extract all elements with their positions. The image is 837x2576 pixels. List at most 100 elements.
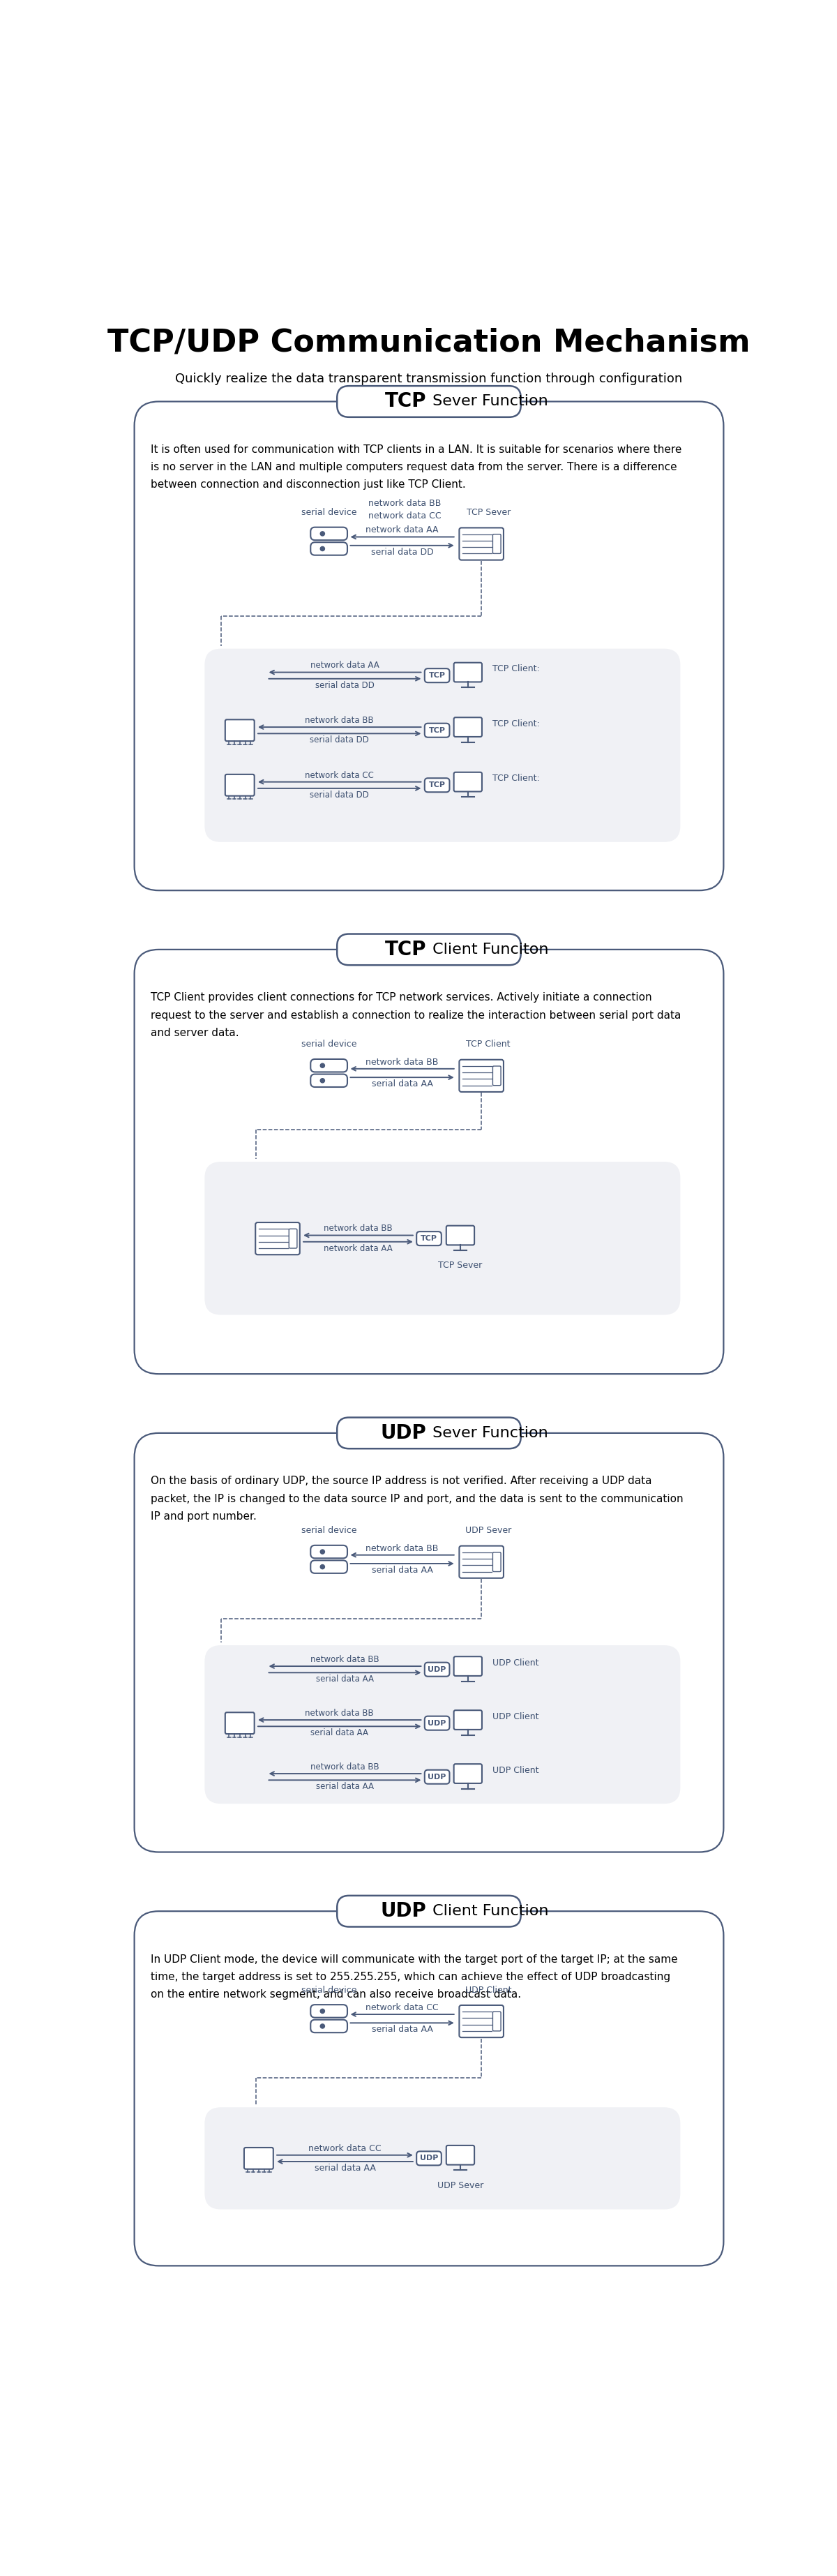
Text: TCP: TCP bbox=[429, 672, 445, 680]
FancyBboxPatch shape bbox=[493, 2012, 501, 2030]
Text: network data BB: network data BB bbox=[311, 1762, 379, 1772]
FancyBboxPatch shape bbox=[424, 1662, 449, 1677]
FancyBboxPatch shape bbox=[454, 719, 482, 737]
FancyBboxPatch shape bbox=[255, 1224, 300, 1255]
Circle shape bbox=[321, 531, 325, 536]
Text: TCP Sever: TCP Sever bbox=[466, 507, 511, 518]
FancyBboxPatch shape bbox=[493, 1553, 501, 1571]
Text: UDP Sever: UDP Sever bbox=[465, 1525, 511, 1535]
FancyBboxPatch shape bbox=[454, 1765, 482, 1783]
Text: UDP: UDP bbox=[420, 2156, 438, 2161]
FancyBboxPatch shape bbox=[424, 778, 449, 791]
Text: network data CC: network data CC bbox=[368, 513, 441, 520]
Text: TCP Client:: TCP Client: bbox=[492, 773, 540, 783]
Circle shape bbox=[321, 546, 325, 551]
Circle shape bbox=[321, 1564, 325, 1569]
Text: Sever Function: Sever Function bbox=[428, 1427, 548, 1440]
FancyBboxPatch shape bbox=[454, 662, 482, 683]
Text: serial data AA: serial data AA bbox=[372, 2025, 433, 2035]
Circle shape bbox=[321, 2025, 325, 2027]
FancyBboxPatch shape bbox=[337, 386, 521, 417]
Text: Quickly realize the data transparent transmission function through configuration: Quickly realize the data transparent tra… bbox=[175, 374, 683, 386]
FancyBboxPatch shape bbox=[460, 2004, 504, 2038]
FancyBboxPatch shape bbox=[204, 1162, 680, 1314]
Text: network data BB: network data BB bbox=[311, 1654, 379, 1664]
FancyBboxPatch shape bbox=[337, 1417, 521, 1448]
Text: serial data AA: serial data AA bbox=[316, 1783, 374, 1790]
Text: network data AA: network data AA bbox=[324, 1244, 393, 1252]
Text: serial data AA: serial data AA bbox=[316, 1674, 374, 1685]
Text: network data CC: network data CC bbox=[366, 2004, 439, 2012]
Circle shape bbox=[321, 1079, 325, 1082]
FancyBboxPatch shape bbox=[311, 528, 347, 541]
Text: serial data DD: serial data DD bbox=[310, 737, 369, 744]
FancyBboxPatch shape bbox=[311, 1561, 347, 1574]
Text: Client Funciton: Client Funciton bbox=[428, 943, 549, 956]
FancyBboxPatch shape bbox=[493, 1066, 501, 1084]
Text: UDP Client: UDP Client bbox=[492, 1659, 538, 1667]
Text: network data BB: network data BB bbox=[368, 500, 441, 507]
Text: TCP: TCP bbox=[421, 1234, 438, 1242]
Circle shape bbox=[321, 2009, 325, 2014]
Text: serial data DD: serial data DD bbox=[316, 680, 374, 690]
Text: serial data AA: serial data AA bbox=[372, 1566, 433, 1574]
Text: UDP: UDP bbox=[428, 1721, 446, 1726]
FancyBboxPatch shape bbox=[204, 649, 680, 842]
FancyBboxPatch shape bbox=[311, 544, 347, 556]
Text: TCP Client provides client connections for TCP network services. Actively initia: TCP Client provides client connections f… bbox=[151, 992, 681, 1038]
Text: serial device: serial device bbox=[301, 1041, 357, 1048]
FancyBboxPatch shape bbox=[454, 1710, 482, 1728]
Text: On the basis of ordinary UDP, the source IP address is not verified. After recei: On the basis of ordinary UDP, the source… bbox=[151, 1476, 683, 1522]
Text: Sever Function: Sever Function bbox=[428, 394, 548, 410]
FancyBboxPatch shape bbox=[424, 1716, 449, 1731]
FancyBboxPatch shape bbox=[244, 2148, 273, 2169]
FancyBboxPatch shape bbox=[225, 719, 254, 742]
Circle shape bbox=[321, 1551, 325, 1553]
Text: serial data AA: serial data AA bbox=[314, 2164, 376, 2172]
Text: network data CC: network data CC bbox=[305, 770, 374, 781]
Text: In UDP Client mode, the device will communicate with the target port of the targ: In UDP Client mode, the device will comm… bbox=[151, 1955, 678, 1999]
Text: serial data DD: serial data DD bbox=[371, 549, 434, 556]
Text: TCP: TCP bbox=[385, 392, 426, 412]
Text: network data CC: network data CC bbox=[308, 2143, 382, 2154]
Text: UDP: UDP bbox=[428, 1772, 446, 1780]
Text: UDP Client: UDP Client bbox=[492, 1765, 538, 1775]
Text: network data BB: network data BB bbox=[306, 716, 374, 724]
Text: UDP: UDP bbox=[380, 1425, 426, 1443]
FancyBboxPatch shape bbox=[225, 1713, 254, 1734]
FancyBboxPatch shape bbox=[204, 2107, 680, 2210]
Text: network data BB: network data BB bbox=[324, 1224, 393, 1234]
FancyBboxPatch shape bbox=[135, 402, 723, 891]
FancyBboxPatch shape bbox=[135, 1432, 723, 1852]
FancyBboxPatch shape bbox=[225, 775, 254, 796]
FancyBboxPatch shape bbox=[446, 1226, 475, 1244]
FancyBboxPatch shape bbox=[417, 2151, 441, 2166]
FancyBboxPatch shape bbox=[446, 2146, 475, 2164]
Text: serial device: serial device bbox=[301, 507, 357, 518]
FancyBboxPatch shape bbox=[460, 1059, 504, 1092]
FancyBboxPatch shape bbox=[454, 1656, 482, 1677]
Text: Client Function: Client Function bbox=[428, 1904, 549, 1919]
FancyBboxPatch shape bbox=[289, 1229, 297, 1249]
FancyBboxPatch shape bbox=[337, 935, 521, 966]
FancyBboxPatch shape bbox=[424, 670, 449, 683]
Text: serial device: serial device bbox=[301, 1986, 357, 1994]
Text: serial device: serial device bbox=[301, 1525, 357, 1535]
FancyBboxPatch shape bbox=[493, 533, 501, 554]
Text: UDP: UDP bbox=[428, 1667, 446, 1672]
Text: network data BB: network data BB bbox=[366, 1059, 439, 1066]
Text: network data BB: network data BB bbox=[366, 1543, 439, 1553]
Text: network data BB: network data BB bbox=[306, 1708, 374, 1718]
FancyBboxPatch shape bbox=[311, 2004, 347, 2017]
FancyBboxPatch shape bbox=[311, 1074, 347, 1087]
FancyBboxPatch shape bbox=[424, 1770, 449, 1783]
Text: UDP Client: UDP Client bbox=[492, 1713, 538, 1721]
FancyBboxPatch shape bbox=[311, 1059, 347, 1072]
Text: network data AA: network data AA bbox=[366, 526, 439, 536]
FancyBboxPatch shape bbox=[311, 2020, 347, 2032]
Text: TCP Client:: TCP Client: bbox=[492, 719, 540, 729]
FancyBboxPatch shape bbox=[135, 951, 723, 1373]
Text: TCP Sever: TCP Sever bbox=[439, 1262, 482, 1270]
Text: TCP: TCP bbox=[429, 781, 445, 788]
FancyBboxPatch shape bbox=[417, 1231, 441, 1247]
